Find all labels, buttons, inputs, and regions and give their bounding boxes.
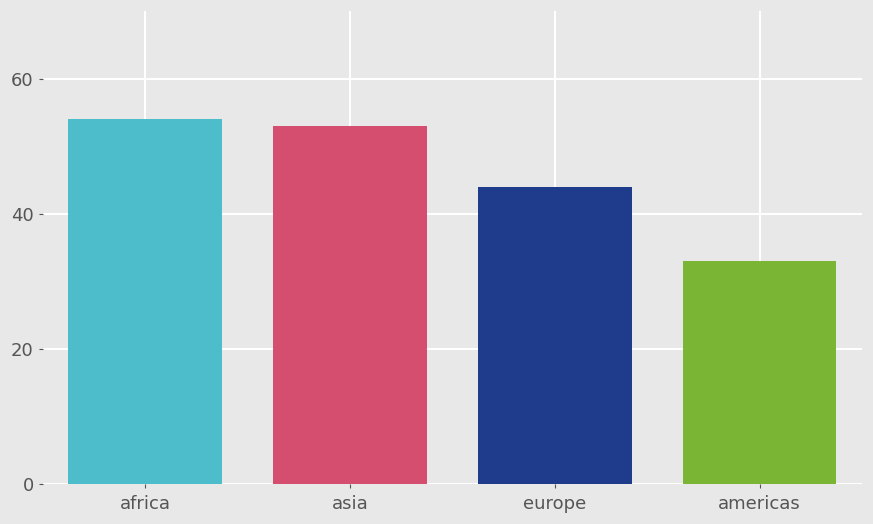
Bar xyxy=(478,187,631,484)
Bar xyxy=(683,261,836,484)
Bar xyxy=(273,126,427,484)
Bar xyxy=(68,119,222,484)
